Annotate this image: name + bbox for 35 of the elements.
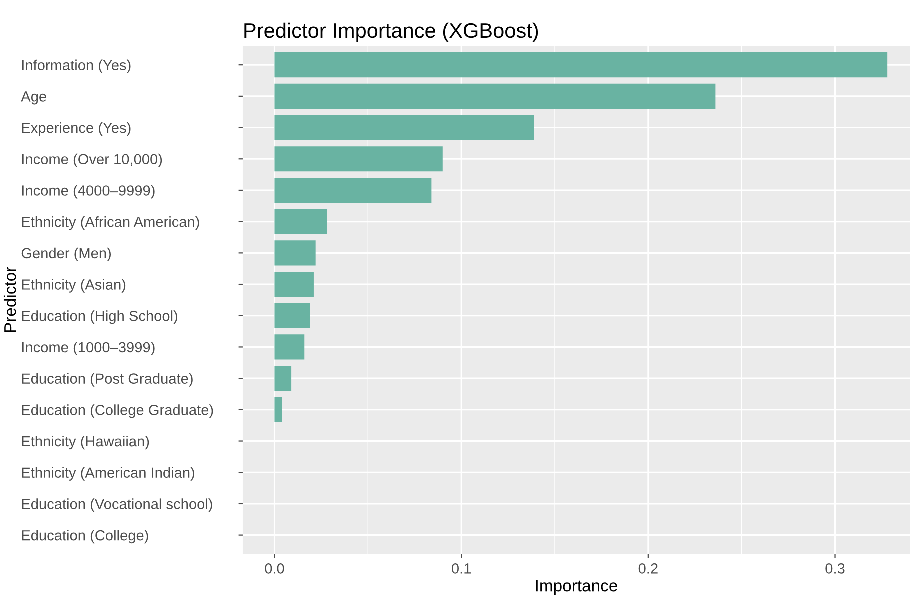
y-tick-label: Income (Over 10,000): [22, 154, 162, 168]
bar: [274, 178, 432, 204]
y-tick-label: Gender (Men): [22, 248, 112, 262]
y-axis-title: Predictor: [4, 267, 16, 332]
y-tick-label: Income (4000–9999): [22, 185, 155, 199]
bar: [274, 115, 534, 140]
y-tick-label: Education (Vocational school): [22, 498, 212, 512]
x-tick-label: 0.2: [638, 564, 658, 574]
bar: [274, 272, 314, 298]
chart-title: Predictor Importance (XGBoost): [244, 22, 538, 42]
bar: [274, 52, 888, 78]
bar: [274, 84, 716, 109]
x-tick-label: 0.0: [265, 564, 284, 574]
y-tick-label: Education (College Graduate): [22, 404, 214, 418]
y-tick-label: Education (College): [22, 530, 148, 544]
x-axis-title: Importance: [536, 580, 618, 596]
y-tick-label: Education (High School): [22, 310, 178, 324]
y-tick-label: Ethnicity (Hawaiian): [22, 436, 150, 450]
x-tick-label: 0.1: [452, 564, 471, 574]
bar: [274, 146, 443, 172]
y-tick-label: Ethnicity (Asian): [22, 279, 126, 293]
y-tick-label: Ethnicity (American Indian): [22, 467, 194, 481]
bar: [274, 303, 310, 328]
y-tick-label: Ethnicity (African American): [22, 216, 200, 230]
y-tick-label: Information (Yes): [22, 60, 131, 74]
bar: [274, 240, 316, 266]
bar: [274, 397, 282, 422]
bar: [274, 334, 305, 360]
bar: [274, 366, 292, 392]
y-tick-label: Age: [21, 92, 46, 105]
bar: [274, 209, 328, 234]
y-tick-label: Education (Post Graduate): [22, 373, 193, 387]
x-tick-label: 0.3: [826, 564, 845, 574]
y-tick-label: Income (1000–3999): [22, 342, 155, 356]
y-tick-label: Experience (Yes): [22, 122, 131, 136]
